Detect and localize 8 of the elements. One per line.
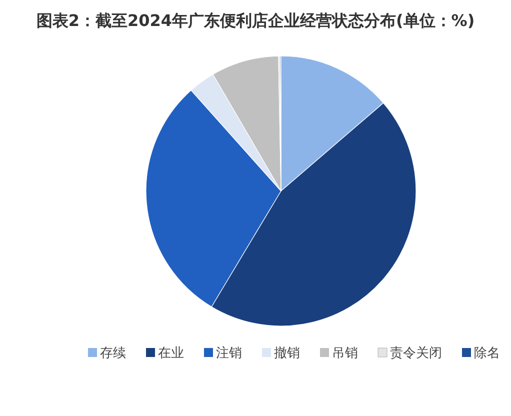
legend-label: 吊销 <box>332 346 358 361</box>
chart-title: 图表2：截至2024年广东便利店企业经营状态分布(单位：%) <box>36 11 475 30</box>
legend-label: 存续 <box>100 346 126 361</box>
legend-label: 责令关闭 <box>390 346 442 361</box>
legend-label: 撤销 <box>274 346 300 361</box>
legend-label: 除名 <box>474 346 500 361</box>
legend-label: 在业 <box>158 346 184 361</box>
legend-label: 注销 <box>216 346 242 361</box>
